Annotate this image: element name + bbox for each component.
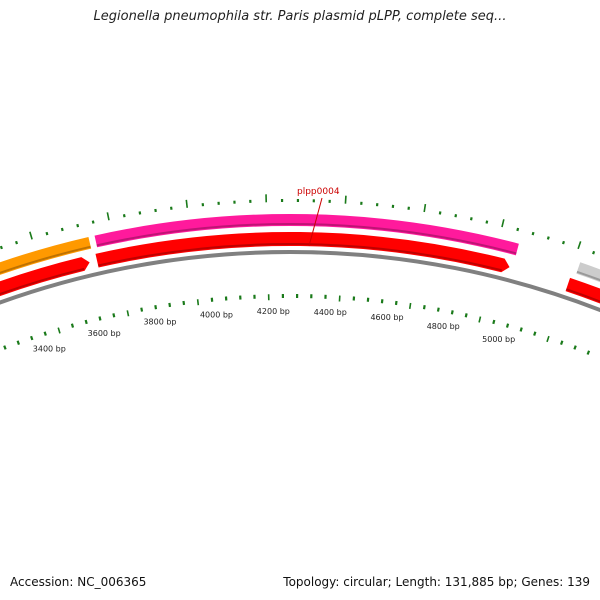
gene-features[interactable]	[0, 214, 600, 321]
inner-tick	[43, 331, 47, 336]
inner-tick	[436, 307, 440, 312]
inner-tick	[196, 299, 200, 306]
grey-feature-edge	[576, 270, 600, 282]
topology-summary: Topology: circular; Length: 131,885 bp; …	[283, 575, 590, 589]
outer-tick	[60, 227, 64, 232]
outer-tick	[122, 214, 126, 218]
outer-tick	[423, 203, 427, 213]
inner-tick	[98, 316, 102, 321]
outer-tick	[76, 223, 80, 228]
outer-tick	[531, 231, 535, 236]
plpp0004-feature[interactable]	[94, 214, 519, 256]
inner-tick-marks	[3, 294, 591, 355]
outer-tick	[45, 231, 49, 236]
inner-tick	[168, 302, 172, 308]
outer-tick-marks	[0, 194, 596, 255]
outer-tick	[546, 236, 550, 240]
inner-tick	[70, 323, 75, 328]
red-feature-main-edge	[97, 243, 502, 272]
grey-feature[interactable]	[576, 262, 600, 302]
inner-tick	[519, 327, 523, 332]
outer-tick	[185, 199, 189, 208]
accession-text: Accession: NC_006365	[10, 575, 147, 589]
plpp0004-feature-edge	[96, 223, 517, 255]
map-title: Legionella pneumophila str. Paris plasmi…	[93, 9, 507, 24]
red-feature-left[interactable]	[0, 257, 90, 309]
outer-tick	[516, 227, 520, 232]
inner-tick	[182, 300, 186, 306]
outer-tick	[577, 241, 582, 250]
bp-label: 4000 bp	[200, 310, 233, 319]
inner-tick	[394, 300, 398, 306]
orange-feature[interactable]	[0, 236, 92, 290]
bp-label: 4400 bp	[314, 308, 347, 317]
outer-tick	[29, 231, 33, 240]
inner-tick	[3, 345, 7, 350]
outer-tick	[0, 245, 3, 250]
bp-label: 3800 bp	[143, 318, 176, 327]
inner-tick	[422, 305, 426, 310]
inner-tick	[505, 323, 510, 328]
bp-label: 4200 bp	[257, 307, 290, 316]
red-feature-right-edge	[565, 288, 600, 303]
orange-feature-edge	[0, 245, 91, 274]
inner-tick	[154, 305, 158, 310]
bp-label: 5000 bp	[482, 335, 515, 344]
outer-tick	[469, 217, 473, 221]
bp-label: 3400 bp	[33, 344, 66, 353]
inner-tick	[408, 302, 412, 310]
gene-callout-line	[308, 197, 323, 247]
inner-tick	[478, 316, 482, 323]
gene-label-plpp0004[interactable]: plpp0004	[297, 187, 340, 197]
inner-tick	[560, 340, 564, 345]
bp-scale-labels: 3400 bp 3600 bp 3800 bp 4000 bp 4200 bp 4400 …	[33, 307, 515, 353]
outer-tick	[501, 219, 505, 228]
inner-tick	[57, 327, 61, 334]
red-feature-right[interactable]	[565, 277, 600, 321]
inner-tick	[84, 319, 88, 325]
bp-label: 4800 bp	[427, 322, 460, 331]
outer-tick	[561, 240, 565, 245]
outer-tick	[106, 212, 110, 221]
backbone-layer	[0, 250, 600, 313]
red-feature-left-edge	[0, 267, 85, 296]
inner-tick	[112, 313, 116, 318]
outer-tick	[592, 250, 596, 255]
bp-label: 4600 bp	[370, 313, 403, 322]
inner-tick	[450, 310, 454, 315]
inner-tick	[464, 313, 468, 318]
inner-tick	[140, 307, 144, 312]
outer-tick	[454, 214, 458, 218]
inner-tick	[586, 350, 591, 355]
outer-tick	[485, 220, 489, 224]
inner-tick	[30, 335, 34, 341]
inner-tick	[546, 335, 550, 343]
inner-tick	[16, 340, 20, 345]
red-feature-main[interactable]	[95, 232, 510, 273]
outer-tick	[91, 220, 95, 224]
inner-tick	[126, 310, 130, 317]
plasmid-backbone	[0, 250, 600, 313]
inner-tick	[533, 331, 537, 336]
bp-label: 3600 bp	[88, 329, 121, 338]
inner-tick	[573, 345, 577, 350]
outer-tick	[15, 240, 19, 245]
gene-callout: plpp0004	[297, 187, 340, 247]
inner-tick	[492, 319, 496, 325]
